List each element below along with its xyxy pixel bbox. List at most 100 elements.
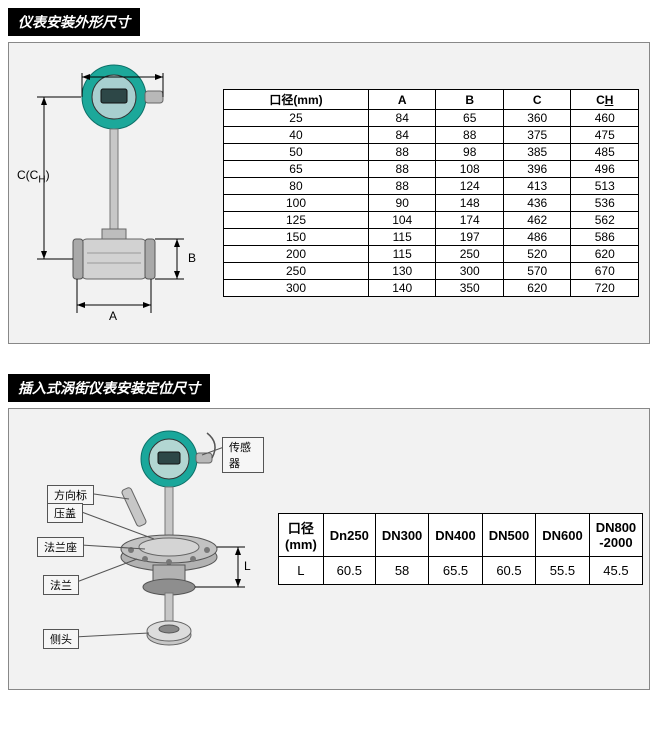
table-cell: 88 — [368, 161, 436, 178]
table-row: 258465360460 — [224, 110, 639, 127]
table-row: 150115197486586 — [224, 229, 639, 246]
table-cell: 486 — [503, 229, 571, 246]
table-row: 10090148436536 — [224, 195, 639, 212]
section2-title: 插入式涡街仪表安装定位尺寸 — [8, 374, 210, 402]
table-cell: 496 — [571, 161, 639, 178]
table-cell: 65 — [224, 161, 369, 178]
table-cell: 125 — [224, 212, 369, 229]
table-cell: 65 — [436, 110, 504, 127]
table-cell: 60.5 — [482, 557, 535, 585]
dimension-table-2: 口径(mm)Dn250DN300DN400DN500DN600DN800-200… — [278, 513, 643, 585]
dim-c-close: ) — [46, 168, 50, 182]
table-row: 508898385485 — [224, 144, 639, 161]
table-cell: 80 — [224, 178, 369, 195]
table-cell: 536 — [571, 195, 639, 212]
table-cell: 100 — [224, 195, 369, 212]
t1-col-header: CH — [571, 90, 639, 110]
table-cell: 88 — [436, 127, 504, 144]
table-cell: 200 — [224, 246, 369, 263]
table-cell: 350 — [436, 280, 504, 297]
table-cell: 670 — [571, 263, 639, 280]
table-cell: 720 — [571, 280, 639, 297]
table-cell: 375 — [503, 127, 571, 144]
table-cell: 150 — [224, 229, 369, 246]
table-cell: 148 — [436, 195, 504, 212]
table-cell: 124 — [436, 178, 504, 195]
t2-col-header: DN800-2000 — [589, 514, 642, 557]
table-cell: 104 — [368, 212, 436, 229]
section2-panel: 传感器 方向标 压盖 法兰座 法兰 侧头 L 口径(mm)Dn250DN300D… — [8, 408, 650, 690]
callout-direction: 方向标 — [47, 485, 94, 505]
table-cell: 115 — [368, 246, 436, 263]
table-cell: 25 — [224, 110, 369, 127]
table-row: 8088124413513 — [224, 178, 639, 195]
table-cell: 98 — [436, 144, 504, 161]
table-cell: 84 — [368, 127, 436, 144]
table-cell: 413 — [503, 178, 571, 195]
table-cell: 174 — [436, 212, 504, 229]
table-cell: 300 — [436, 263, 504, 280]
t1-col-header: B — [436, 90, 504, 110]
dim-c-sub: H — [38, 174, 45, 185]
table-cell: 108 — [436, 161, 504, 178]
table-cell: 65.5 — [429, 557, 482, 585]
table1-wrap: 口径(mm)ABCCH 2584653604604084883754755088… — [223, 89, 639, 297]
table-cell: 84 — [368, 110, 436, 127]
table-cell: 620 — [503, 280, 571, 297]
table-cell: 520 — [503, 246, 571, 263]
table-cell: 385 — [503, 144, 571, 161]
section1-panel: C(CH) B A 口径(mm)ABCCH 258465360460408488… — [8, 42, 650, 344]
t2-col-header: DN600 — [536, 514, 589, 557]
device2-diagram: 传感器 方向标 压盖 法兰座 法兰 侧头 L — [19, 419, 264, 679]
t2-col-header: DN500 — [482, 514, 535, 557]
table-cell: 462 — [503, 212, 571, 229]
dim-b-label: B — [188, 251, 196, 265]
table-cell: 115 — [368, 229, 436, 246]
table-cell: 620 — [571, 246, 639, 263]
t1-col-header: 口径(mm) — [224, 90, 369, 110]
t2-col-header: DN300 — [375, 514, 428, 557]
table-cell: 436 — [503, 195, 571, 212]
table-cell: 58 — [375, 557, 428, 585]
table2-wrap: 口径(mm)Dn250DN300DN400DN500DN600DN800-200… — [278, 513, 643, 585]
table-row: 408488375475 — [224, 127, 639, 144]
table-row: 125104174462562 — [224, 212, 639, 229]
table-cell: 460 — [571, 110, 639, 127]
dim-l-label: L — [244, 559, 251, 573]
device1-diagram: C(CH) B A — [19, 53, 209, 333]
table-cell: 197 — [436, 229, 504, 246]
table-cell: 60.5 — [323, 557, 375, 585]
table-cell: 475 — [571, 127, 639, 144]
table-cell: 570 — [503, 263, 571, 280]
callout-seat: 法兰座 — [37, 537, 84, 557]
callout-side: 侧头 — [43, 629, 79, 649]
table-cell: 562 — [571, 212, 639, 229]
t1-col-header: A — [368, 90, 436, 110]
table-cell: 130 — [368, 263, 436, 280]
callout-cover: 压盖 — [47, 503, 83, 523]
table-cell: 90 — [368, 195, 436, 212]
table-cell: 40 — [224, 127, 369, 144]
section1-title: 仪表安装外形尺寸 — [8, 8, 140, 36]
table-cell: 300 — [224, 280, 369, 297]
t2-row-label: L — [279, 557, 324, 585]
table-row: 6588108396496 — [224, 161, 639, 178]
t1-col-header: C — [503, 90, 571, 110]
table-cell: 586 — [571, 229, 639, 246]
callout-sensor: 传感器 — [222, 437, 264, 473]
table-row: 200115250520620 — [224, 246, 639, 263]
table-cell: 396 — [503, 161, 571, 178]
dim-a-label: A — [109, 309, 117, 323]
table-cell: 55.5 — [536, 557, 589, 585]
table-row: 300140350620720 — [224, 280, 639, 297]
table-cell: 45.5 — [589, 557, 642, 585]
table-cell: 88 — [368, 178, 436, 195]
table-cell: 50 — [224, 144, 369, 161]
table-row: 250130300570670 — [224, 263, 639, 280]
dim-c-label: C(CH) — [17, 168, 50, 185]
t2-col-header: Dn250 — [323, 514, 375, 557]
t2-col-header: 口径(mm) — [279, 514, 324, 557]
dim-c-text: C(C — [17, 168, 38, 182]
table-cell: 88 — [368, 144, 436, 161]
table-cell: 250 — [436, 246, 504, 263]
